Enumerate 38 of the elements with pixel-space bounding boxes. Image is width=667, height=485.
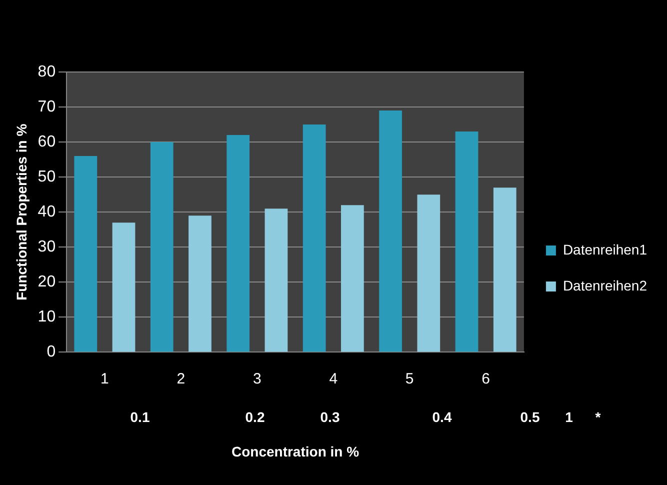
text: 0.1 xyxy=(130,409,150,426)
text: 0.5 xyxy=(520,409,540,426)
bar xyxy=(226,135,250,352)
y-tick-label: 60 xyxy=(38,133,56,150)
bar xyxy=(74,156,98,352)
bar xyxy=(188,216,212,352)
bar xyxy=(417,194,440,352)
bar xyxy=(150,142,174,352)
x-tick-label: 4 xyxy=(329,370,338,388)
bar xyxy=(493,188,516,352)
text: * xyxy=(595,409,602,426)
y-tick-label: 50 xyxy=(38,168,56,186)
x-tick-label: 1 xyxy=(100,370,109,388)
y-tick-label: 30 xyxy=(38,238,56,256)
y-tick-label: 20 xyxy=(38,274,56,291)
text: 0.2 xyxy=(245,409,265,426)
x-tick-label: 2 xyxy=(176,370,186,388)
y-tick-label: 10 xyxy=(38,308,56,326)
y-tick-label: 40 xyxy=(38,204,56,221)
bar xyxy=(264,208,288,352)
y-tick-label: 80 xyxy=(38,63,56,80)
bar xyxy=(379,110,402,352)
bar xyxy=(112,222,136,352)
text: 0.4 xyxy=(432,409,452,426)
y-axis-title: Functional Properties in % xyxy=(13,123,30,300)
x-tick-label: 5 xyxy=(405,370,414,388)
bar xyxy=(341,205,364,352)
x-tick-label: 6 xyxy=(482,370,490,388)
text: 1 xyxy=(565,409,574,426)
legend-label: Datenreihen2 xyxy=(562,277,648,294)
text: 0.3 xyxy=(320,409,340,426)
y-tick-label: 0 xyxy=(46,344,56,361)
x-tick-label: 3 xyxy=(252,370,262,388)
bar xyxy=(455,132,478,352)
legend-label: Datenreihen1 xyxy=(562,241,648,258)
bar xyxy=(302,124,326,352)
y-tick-label: 70 xyxy=(38,98,56,116)
x-axis-title: Concentration in % xyxy=(231,443,360,460)
